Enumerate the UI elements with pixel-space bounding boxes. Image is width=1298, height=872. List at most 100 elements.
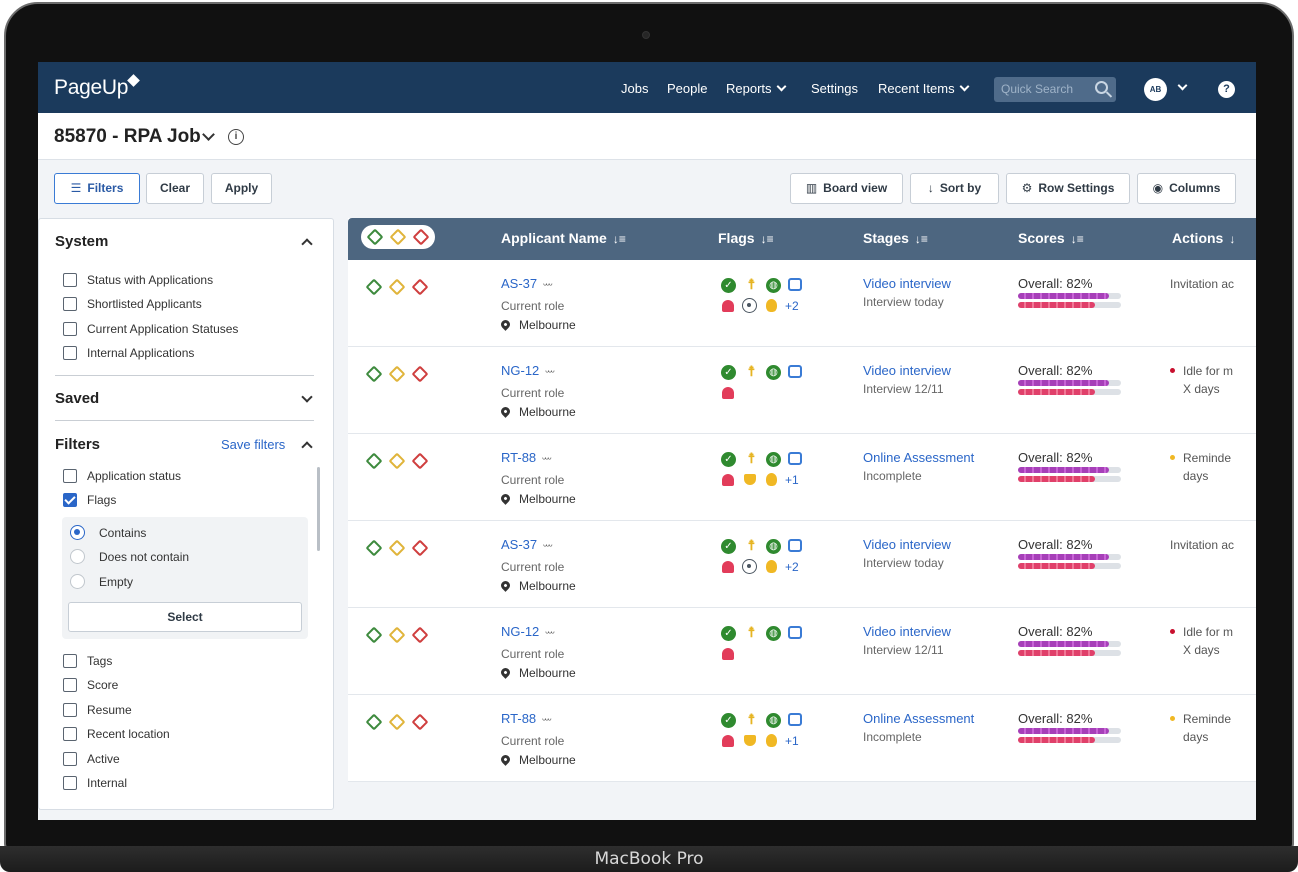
green-diamond-icon[interactable] <box>365 539 383 557</box>
help-icon[interactable]: ? <box>1218 81 1235 98</box>
stage-link[interactable]: Video interview <box>863 363 951 378</box>
more-flags-count[interactable]: +1 <box>785 734 799 748</box>
filter-option[interactable]: Active <box>63 751 120 767</box>
green-diamond-icon[interactable] <box>365 278 383 296</box>
board-view-button[interactable]: ▥ Board view <box>790 173 903 204</box>
chevron-up-icon[interactable] <box>301 441 313 453</box>
more-flags-count[interactable]: +1 <box>785 473 799 487</box>
red-diamond-icon[interactable] <box>411 539 429 557</box>
nav-jobs[interactable]: Jobs <box>621 81 649 96</box>
table-row[interactable]: NG-12 ᵕᵕᵕ Current role Melbourne ✓ ☨ ◍ Video in… <box>348 608 1256 695</box>
chevron-down-icon[interactable] <box>301 391 313 403</box>
avatar[interactable]: AB <box>1144 78 1167 101</box>
green-diamond-icon[interactable] <box>366 228 384 246</box>
red-diamond-icon[interactable] <box>411 365 429 383</box>
stage-link[interactable]: Online Assessment <box>863 711 975 726</box>
column-header-flags[interactable]: Flags ↓≡ <box>718 230 774 246</box>
sidebar-scrollbar[interactable] <box>317 467 320 551</box>
filters-button[interactable]: ☰ Filters <box>54 173 140 204</box>
stage-link[interactable]: Video interview <box>863 537 951 552</box>
filter-option[interactable]: Tags <box>63 653 112 669</box>
nav-people[interactable]: People <box>667 81 708 96</box>
table-row[interactable]: RT-88 ᵕᵕᵕ Current role Melbourne ✓ ☨ ◍ +1 Online… <box>348 434 1256 521</box>
checkbox[interactable] <box>63 726 77 741</box>
red-diamond-icon[interactable] <box>411 626 429 644</box>
stage-link[interactable]: Video interview <box>863 624 951 639</box>
quick-search-input[interactable]: Quick Search <box>994 77 1116 102</box>
logo[interactable]: PageUp <box>54 74 140 100</box>
applicant-name-link[interactable]: NG-12 ᵕᵕᵕ <box>501 624 555 639</box>
applicant-name-link[interactable]: RT-88 ᵕᵕᵕ <box>501 711 552 726</box>
yellow-diamond-icon[interactable] <box>388 365 406 383</box>
table-row[interactable]: NG-12 ᵕᵕᵕ Current role Melbourne ✓ ☨ ◍ Video in… <box>348 347 1256 434</box>
checkbox[interactable] <box>63 272 77 287</box>
applicant-name-link[interactable]: NG-12 ᵕᵕᵕ <box>501 363 555 378</box>
green-diamond-icon[interactable] <box>365 626 383 644</box>
chevron-down-icon[interactable] <box>1177 80 1188 91</box>
filter-option[interactable]: Internal <box>63 775 127 791</box>
radio[interactable] <box>70 574 85 590</box>
applicant-name-link[interactable]: AS-37 ᵕᵕᵕ <box>501 537 553 552</box>
green-diamond-icon[interactable] <box>365 452 383 470</box>
more-flags-count[interactable]: +2 <box>785 299 799 313</box>
yellow-diamond-icon[interactable] <box>388 713 406 731</box>
select-button[interactable]: Select <box>68 602 302 632</box>
yellow-diamond-icon[interactable] <box>388 539 406 557</box>
filter-option[interactable]: Recent location <box>63 726 170 742</box>
filter-option[interactable]: Score <box>63 677 118 693</box>
system-option[interactable]: Shortlisted Applicants <box>63 296 202 312</box>
column-header-applicant-name[interactable]: Applicant Name ↓≡ <box>501 230 626 246</box>
filter-option-flags[interactable]: Flags <box>63 492 116 508</box>
checkbox-checked[interactable] <box>63 492 77 507</box>
system-section-title[interactable]: System <box>55 233 109 250</box>
filter-option[interactable]: Resume <box>63 702 132 718</box>
yellow-diamond-icon[interactable] <box>388 278 406 296</box>
radio-empty[interactable]: Empty <box>70 574 133 590</box>
checkbox[interactable] <box>63 751 77 766</box>
stage-link[interactable]: Video interview <box>863 276 951 291</box>
red-diamond-icon[interactable] <box>411 713 429 731</box>
system-option[interactable]: Internal Applications <box>63 345 194 361</box>
radio[interactable] <box>70 549 85 565</box>
column-header-scores[interactable]: Scores ↓≡ <box>1018 230 1084 246</box>
more-flags-count[interactable]: +2 <box>785 560 799 574</box>
checkbox[interactable] <box>63 468 77 483</box>
green-diamond-icon[interactable] <box>365 365 383 383</box>
filters-section-title[interactable]: Filters <box>55 436 101 453</box>
checkbox[interactable] <box>63 775 77 790</box>
red-diamond-icon[interactable] <box>411 278 429 296</box>
nav-reports[interactable]: Reports <box>726 81 786 96</box>
applicant-name-link[interactable]: AS-37 ᵕᵕᵕ <box>501 276 553 291</box>
rating-filter-pill[interactable] <box>361 225 435 249</box>
system-option[interactable]: Current Application Statuses <box>63 321 238 337</box>
radio-contains[interactable]: Contains <box>70 525 146 541</box>
checkbox[interactable] <box>63 653 77 668</box>
column-header-stages[interactable]: Stages ↓≡ <box>863 230 928 246</box>
yellow-diamond-icon[interactable] <box>389 228 407 246</box>
applicant-name-link[interactable]: RT-88 ᵕᵕᵕ <box>501 450 552 465</box>
green-diamond-icon[interactable] <box>365 713 383 731</box>
yellow-diamond-icon[interactable] <box>388 626 406 644</box>
checkbox[interactable] <box>63 321 77 336</box>
saved-section-title[interactable]: Saved <box>55 390 100 407</box>
checkbox[interactable] <box>63 296 77 311</box>
checkbox[interactable] <box>63 345 77 360</box>
clear-button[interactable]: Clear <box>146 173 204 204</box>
row-settings-button[interactable]: ⚙ Row Settings <box>1006 173 1130 204</box>
chevron-up-icon[interactable] <box>301 238 313 250</box>
radio-does-not-contain[interactable]: Does not contain <box>70 549 189 565</box>
system-option[interactable]: Status with Applications <box>63 272 213 288</box>
checkbox[interactable] <box>63 677 77 692</box>
nav-settings[interactable]: Settings <box>811 81 858 96</box>
stage-link[interactable]: Online Assessment <box>863 450 975 465</box>
chevron-down-icon[interactable] <box>202 128 215 141</box>
save-filters-link[interactable]: Save filters <box>221 437 286 452</box>
red-diamond-icon[interactable] <box>412 228 430 246</box>
nav-recent-items[interactable]: Recent Items <box>878 81 970 96</box>
sort-by-button[interactable]: ↓ Sort by <box>910 173 999 204</box>
filter-option[interactable]: Application status <box>63 468 181 484</box>
columns-button[interactable]: ◉ Columns <box>1137 173 1236 204</box>
table-row[interactable]: RT-88 ᵕᵕᵕ Current role Melbourne ✓ ☨ ◍ +1 Online… <box>348 695 1256 782</box>
red-diamond-icon[interactable] <box>411 452 429 470</box>
info-icon[interactable]: i <box>228 129 244 145</box>
